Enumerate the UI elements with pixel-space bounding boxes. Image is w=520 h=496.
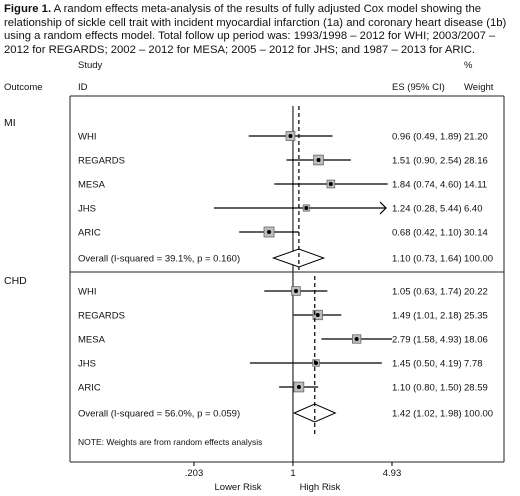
study-weight-mi-jhs: 6.40 [464,204,483,215]
study-weight-mi-aric: 30.14 [464,228,488,239]
study-weight-chd-mesa: 18.06 [464,335,488,346]
study-id-mi-jhs: JHS [78,204,96,215]
study-weight-mi-regards: 28.16 [464,156,488,167]
point-estimate-mi-aric [267,230,272,234]
overall-es-mi: 1.10 (0.73, 1.64) [392,254,462,265]
overall-weight-chd: 100.00 [464,409,493,420]
study-weight-chd-whi: 20.22 [464,287,488,298]
study-es-chd-regards: 1.49 (1.01, 2.18) [392,311,462,322]
point-estimate-chd-whi [294,289,299,293]
point-estimate-chd-regards [315,313,320,317]
weights-note: NOTE: Weights are from random effects an… [78,437,262,447]
point-estimate-mi-regards [316,158,321,162]
x-annotation-high-risk: High Risk [300,482,341,493]
study-es-chd-mesa: 2.79 (1.58, 4.93) [392,335,462,346]
point-estimate-mi-mesa [328,182,333,186]
figure-caption-text: A random effects meta-analysis of the re… [4,3,507,56]
study-es-chd-whi: 1.05 (0.63, 1.74) [392,287,462,298]
study-id-chd-whi: WHI [78,287,96,298]
study-weight-chd-jhs: 7.78 [464,359,483,370]
header-weight: Weight [464,82,494,93]
point-estimate-chd-mesa [354,337,359,341]
header-outcome: Outcome [4,82,43,93]
overall-weight-mi: 100.00 [464,254,493,265]
x-tick-label-4.93: 4.93 [383,468,402,479]
study-id-chd-mesa: MESA [78,335,106,346]
group-label-mi: MI [4,117,16,129]
study-es-mi-mesa: 1.84 (0.74, 4.60) [392,180,462,191]
point-estimate-mi-whi [288,134,293,138]
study-id-mi-whi: WHI [78,132,96,143]
overall-diamond-mi [271,248,326,268]
study-es-chd-aric: 1.10 (0.80, 1.50) [392,383,462,394]
ci-arrow-mi-jhs [379,201,387,215]
study-id-mi-aric: ARIC [78,228,101,239]
study-id-mi-regards: REGARDS [78,156,125,167]
x-tick-label-1: 1 [290,468,295,479]
point-estimate-chd-aric [296,385,301,389]
study-id-chd-aric: ARIC [78,383,101,394]
group-label-chd: CHD [4,275,27,287]
study-es-mi-regards: 1.51 (0.90, 2.54) [392,156,462,167]
x-tick-label-.203: .203 [185,468,204,479]
overall-es-chd: 1.42 (1.02, 1.98) [392,409,462,420]
header-es: ES (95% CI) [392,82,445,93]
study-es-mi-whi: 0.96 (0.49, 1.89) [392,132,462,143]
study-weight-chd-regards: 25.35 [464,311,488,322]
study-weight-mi-mesa: 14.11 [464,180,487,191]
figure-label: Figure 1. [4,3,52,15]
header-study: Study [78,60,103,71]
study-es-mi-jhs: 1.24 (0.28, 5.44) [392,204,462,215]
figure-caption: Figure 1. A random effects meta-analysis… [4,3,516,57]
x-annotation-lower-risk: Lower Risk [215,482,262,493]
header-percent: % [464,60,473,71]
study-id-mi-mesa: MESA [78,180,106,191]
study-weight-chd-aric: 28.59 [464,383,488,394]
study-id-chd-regards: REGARDS [78,311,125,322]
study-weight-mi-whi: 21.20 [464,132,488,143]
study-id-chd-jhs: JHS [78,359,96,370]
header-id: ID [78,82,88,93]
point-estimate-mi-jhs [304,206,309,210]
overall-label-mi: Overall (I-squared = 39.1%, p = 0.160) [78,254,240,265]
study-es-mi-aric: 0.68 (0.42, 1.10) [392,228,462,239]
study-es-chd-jhs: 1.45 (0.50, 4.19) [392,359,462,370]
overall-label-chd: Overall (I-squared = 56.0%, p = 0.059) [78,409,240,420]
